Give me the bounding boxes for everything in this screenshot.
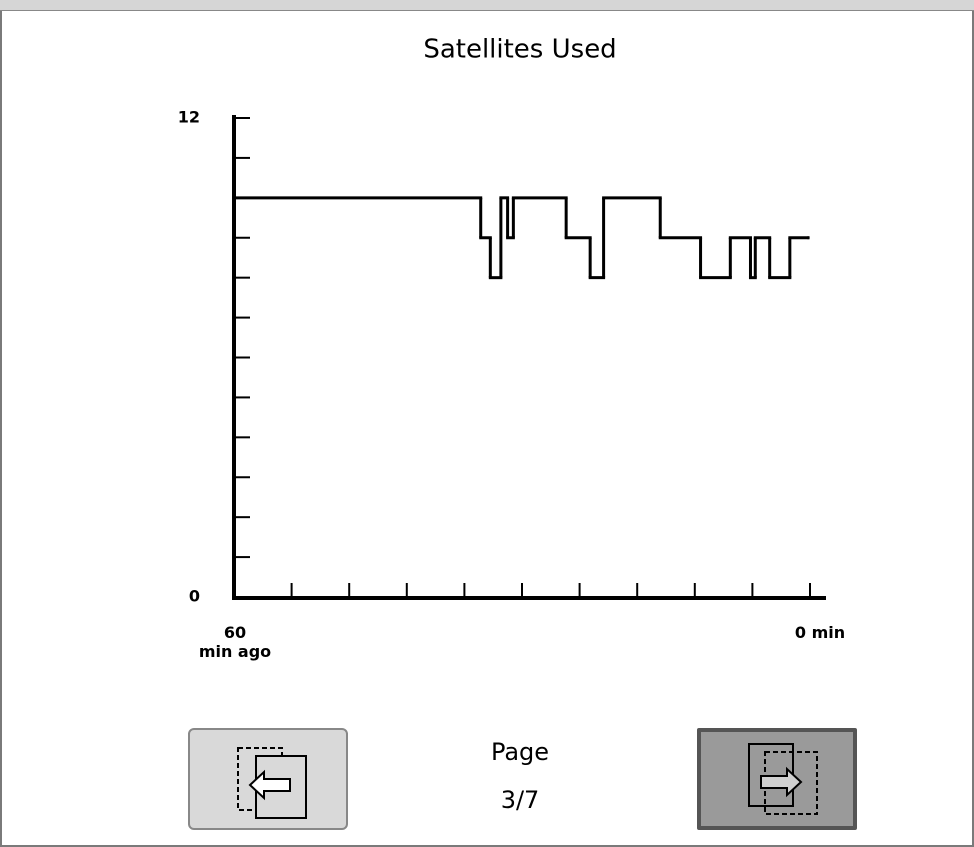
x-tick-label: 60 min ago: [198, 623, 272, 661]
page-label: Page: [490, 738, 550, 766]
prev-page-button[interactable]: [188, 728, 348, 830]
next-page-button[interactable]: [697, 728, 857, 830]
x-tick-label: 0 min: [794, 623, 846, 642]
next-icon: [748, 743, 818, 815]
step-end: [806, 236, 810, 240]
step-riser: [479, 197, 792, 278]
chart-title: Satellites Used: [423, 35, 616, 65]
y-tick-label: 0: [189, 587, 200, 606]
title-strip: [0, 0, 974, 11]
page-number: 3/7: [500, 786, 540, 814]
y-tick-label: 12: [178, 108, 200, 127]
prev-icon: [237, 747, 307, 819]
